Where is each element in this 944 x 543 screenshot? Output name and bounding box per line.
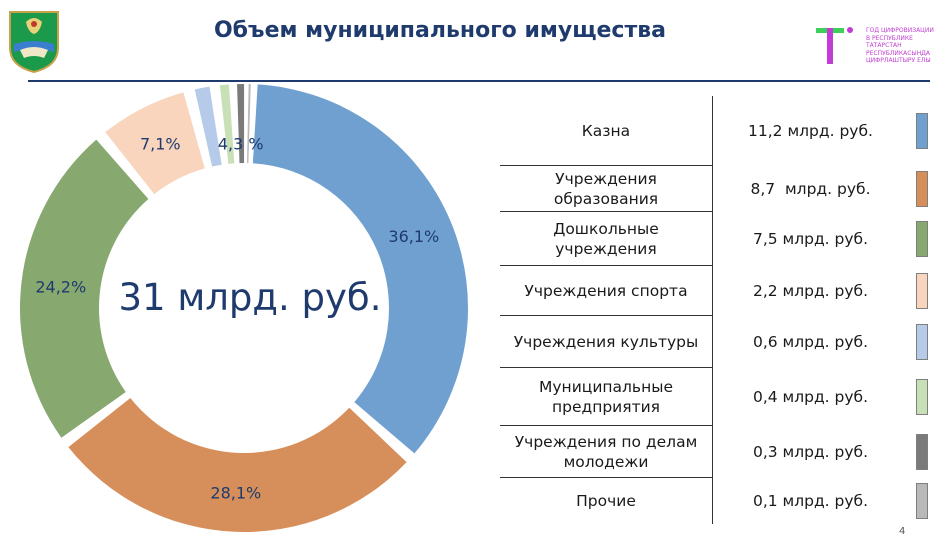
row-value: 11,2 млрд. руб. [748,122,873,140]
table-row: Учреждения образования 8,7 млрд. руб. [500,166,936,212]
table-row: Учреждения спорта 2,2 млрд. руб. [500,266,936,316]
row-category-line: Казна [581,122,631,140]
slice-label-2: 28,1% [210,483,261,502]
slice-label-1: 36,1% [388,227,439,246]
legend-swatch [916,434,928,470]
legend-swatch [916,324,928,360]
legend-swatch [916,483,928,519]
small-slices-group-label: 4,3 % [218,135,264,154]
row-value: 0,6 млрд. руб. [752,333,869,351]
table-row: Учреждения по делам молодежи 0,3 млрд. руб… [500,426,936,478]
row-category: Учреждения образования [500,166,712,212]
row-category-line: Учреждения [555,170,657,188]
legend-swatch [916,273,928,309]
row-divider [500,367,712,368]
row-category: Учреждения культуры [500,316,712,368]
donut-slice-3 [19,139,149,438]
donut-slice-5 [194,86,222,167]
center-total-label: 31 млрд. руб. [118,276,382,319]
row-divider [500,211,712,212]
row-value: 8,7 млрд. руб. [750,180,871,198]
legend-table: Казна 11,2 млрд. руб. Учреждения образовани… [500,96,936,524]
row-category-line: Муниципальные [539,378,673,396]
row-divider [500,265,712,266]
legend-swatch [916,113,928,149]
row-category-line: образования [553,190,659,208]
legend-swatch [916,379,928,415]
table-row: Учреждения культуры 0,6 млрд. руб. [500,316,936,368]
row-category: Казна [500,96,712,166]
donut-slice-4 [105,92,205,195]
row-category-line: Учреждения по делам [514,433,698,451]
table-row: Прочие 0,1 млрд. руб. [500,478,936,524]
row-category: Прочие [500,478,712,524]
row-category-line: Учреждения спорта [524,282,688,300]
row-category-line: Прочие [576,492,636,510]
row-category-line: предприятия [551,398,661,416]
table-divider [712,96,713,524]
row-value: 2,2 млрд. руб. [752,282,869,300]
donut-slice-7 [237,84,245,164]
row-value: 0,3 млрд. руб. [752,443,869,461]
donut-slice-8 [247,84,251,164]
row-category: Дошкольные учреждения [500,212,712,266]
row-category: Муниципальные предприятия [500,368,712,426]
table-row: Муниципальные предприятия 0,4 млрд. руб. [500,368,936,426]
table-row: Дошкольные учреждения 7,5 млрд. руб. [500,212,936,266]
brand-text: ГОД ЦИФРОВИЗАЦИИ В РЕСПУБЛИКЕ ТАТАРСТАН … [866,27,934,65]
slice-label-4: 7,1% [140,135,181,154]
slice-label-3: 24,2% [35,278,86,297]
legend-swatch [916,171,928,207]
row-value: 7,5 млрд. руб. [752,230,869,248]
donut-slice-2 [68,398,407,532]
row-category: Учреждения по делам молодежи [500,426,712,478]
row-category-line: Учреждения культуры [513,333,699,351]
page-title: Объем муниципального имущества [213,18,666,43]
row-divider [500,165,712,166]
donut-slice-1 [252,84,469,454]
row-category: Учреждения спорта [500,266,712,316]
header-divider [28,80,930,82]
table-row: Казна 11,2 млрд. руб. [500,96,936,166]
row-category-line: Дошкольные [553,220,659,238]
row-divider [500,477,712,478]
digitalization-year-logo [816,27,853,64]
row-divider [500,425,712,426]
row-value: 0,4 млрд. руб. [752,388,869,406]
legend-swatch [916,221,928,257]
row-category-line: учреждения [555,240,657,258]
row-value: 0,1 млрд. руб. [752,492,869,510]
coat-of-arms-logo [9,11,59,74]
page-number: 4 [899,526,906,537]
donut-chart: 36,1% 28,1% 24,2% 7,1% 4,3 % [19,84,469,532]
donut-slice-6 [219,84,235,164]
row-divider [500,315,712,316]
row-category-line: молодежи [563,453,649,471]
